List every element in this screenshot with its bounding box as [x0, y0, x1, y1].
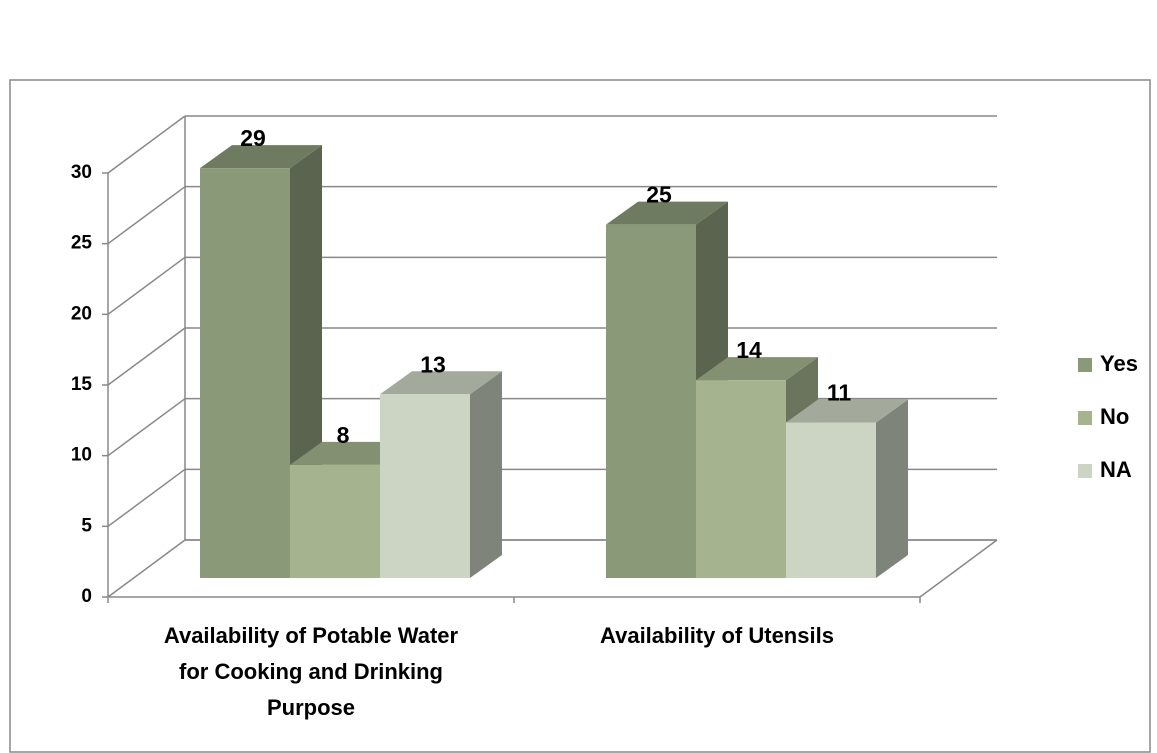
legend-label: No [1100, 404, 1129, 429]
data-label: 25 [646, 182, 672, 208]
legend-swatch [1078, 411, 1092, 425]
y-tick-label: 25 [71, 233, 93, 254]
chart-border [9, 79, 1151, 753]
y-tick-label: 10 [71, 445, 92, 466]
grid-line [107, 115, 186, 174]
grid-line [107, 539, 186, 598]
bar-side [470, 371, 502, 578]
data-label: 8 [337, 422, 350, 448]
y-tick-label: 5 [81, 515, 92, 536]
data-label: 13 [420, 351, 446, 377]
y-tick-label: 30 [71, 162, 92, 183]
grid-line [107, 186, 186, 245]
data-label: 14 [736, 337, 762, 363]
grid-line [107, 327, 186, 386]
bar-side [876, 399, 908, 578]
legend-label: NA [1100, 457, 1132, 482]
floor-edge [919, 539, 998, 598]
bar [696, 380, 786, 578]
x-tick-label: Availability of Utensils [600, 623, 834, 648]
x-tick-label: Availability of Potable Water for Cooking… [164, 623, 459, 720]
bar [786, 422, 876, 578]
bar [290, 464, 380, 578]
grid-line [107, 256, 186, 315]
bar [606, 224, 696, 578]
legend-swatch [1078, 464, 1092, 478]
bar-top [380, 371, 502, 395]
grid-line [107, 398, 186, 457]
bar-top [200, 145, 322, 169]
bar-top [606, 201, 728, 225]
bar [200, 168, 290, 578]
data-label: 11 [827, 380, 852, 406]
legend-label: Yes [1100, 351, 1138, 376]
bar-top [786, 399, 908, 423]
grid-line [107, 468, 186, 527]
bar-top [696, 357, 818, 381]
bar [380, 394, 470, 578]
y-tick-label: 15 [71, 374, 93, 395]
y-tick-label: 20 [71, 303, 92, 324]
data-label: 29 [240, 125, 266, 151]
y-tick-label: 0 [81, 586, 92, 607]
legend-swatch [1078, 358, 1092, 372]
